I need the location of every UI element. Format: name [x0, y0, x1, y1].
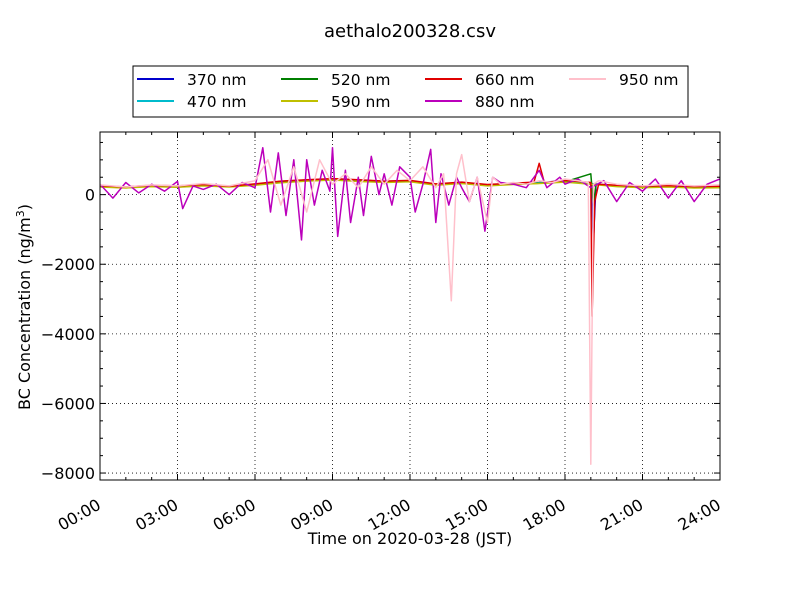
legend-label: 880 nm [475, 93, 534, 111]
legend-label: 590 nm [331, 93, 390, 111]
y-tick-label: −4000 [41, 325, 95, 344]
legend-label: 950 nm [619, 71, 678, 89]
legend-box [132, 65, 689, 118]
y-axis-label: BC Concentration (ng/m3) [14, 204, 34, 410]
x-tick-label: 06:00 [210, 495, 259, 535]
x-axis-label: Time on 2020-03-28 (JST) [307, 529, 512, 548]
x-tick-label: 21:00 [597, 495, 646, 535]
x-tick-label: 18:00 [520, 495, 569, 535]
series-line-950-nm [100, 153, 720, 466]
y-tick-labels: 0 −2000 −4000 −6000 −8000 [41, 186, 95, 483]
x-tick-label: 24:00 [675, 495, 724, 535]
x-tick-label: 03:00 [132, 495, 181, 535]
grid [100, 132, 720, 480]
y-tick-label: 0 [85, 186, 95, 205]
legend-label: 370 nm [187, 71, 246, 89]
y-tick-label: −6000 [41, 394, 95, 413]
y-axis-label-end: ) [15, 204, 34, 210]
x-tick-label: 00:00 [55, 495, 104, 535]
legend: 370 nm 470 nm 520 nm 590 nm 660 nm 880 nm 950 … [132, 65, 689, 118]
y-tick-label: −8000 [41, 464, 95, 483]
series-layer [100, 146, 720, 466]
y-tick-label: −2000 [41, 255, 95, 274]
legend-items: 370 nm 470 nm 520 nm 590 nm 660 nm 880 nm 950 … [137, 71, 678, 111]
series-line-880-nm [100, 146, 720, 241]
legend-label: 520 nm [331, 71, 390, 89]
ticks [99, 132, 721, 480]
legend-label: 660 nm [475, 71, 534, 89]
chart-title: aethalo200328.csv [324, 21, 496, 42]
plot-area: 00:00 03:00 06:00 09:00 12:00 15:00 18:00 21:00… [41, 131, 724, 535]
y-axis-label-sup: 3 [14, 210, 27, 217]
y-axis-label-base: BC Concentration (ng/m [15, 217, 34, 410]
legend-label: 470 nm [187, 93, 246, 111]
